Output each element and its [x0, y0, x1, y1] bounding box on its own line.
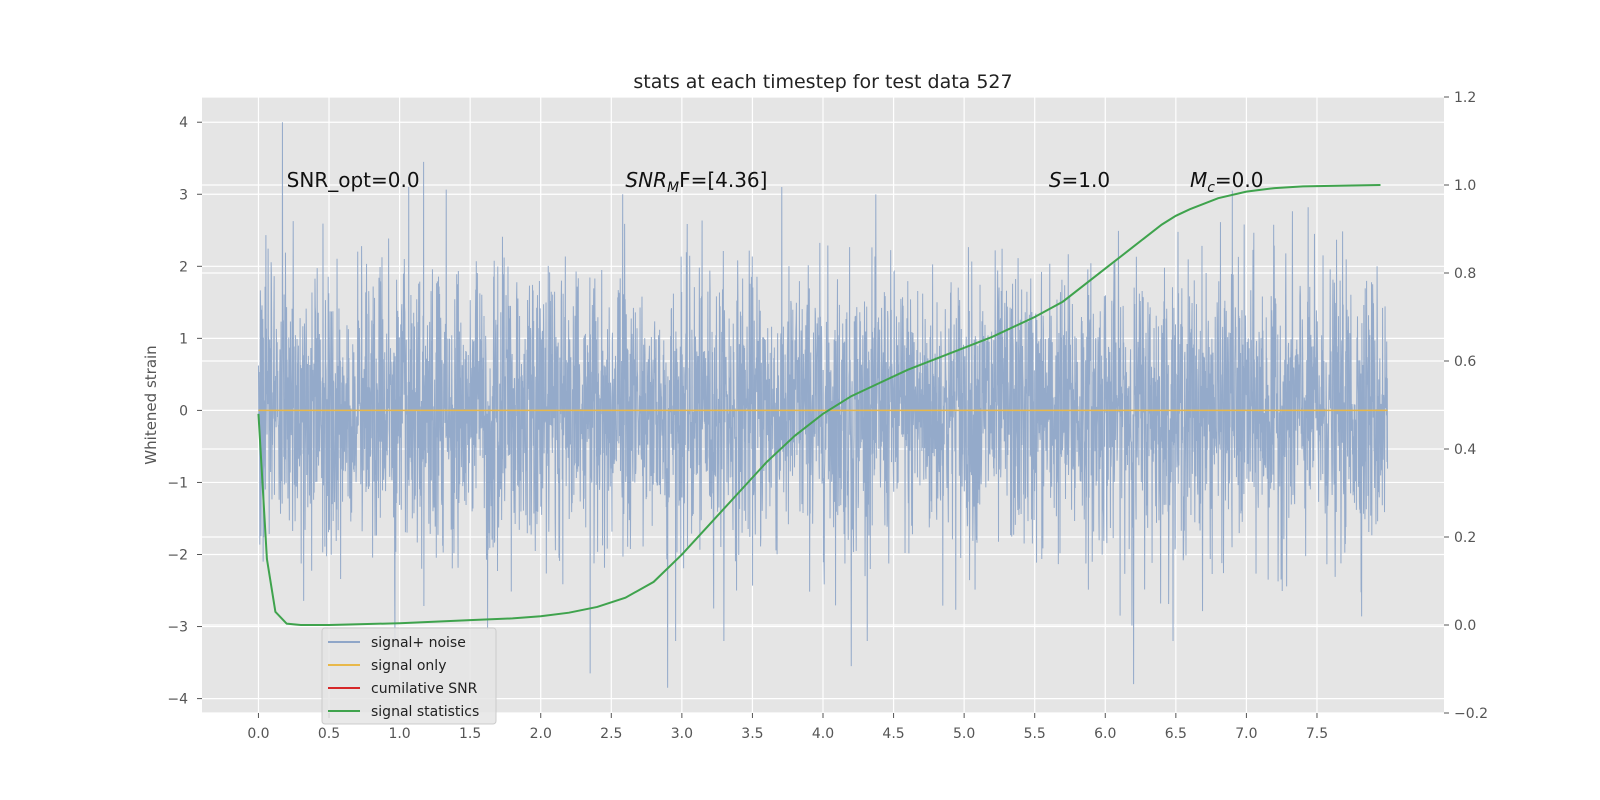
annotation-rest: =0.0 — [1215, 168, 1264, 192]
annotation-text: Mc=0.0 — [1190, 168, 1264, 196]
legend-entry: signal statistics — [371, 704, 479, 720]
right-axis-ticks: −0.2 0.0 0.2 0.4 0.6 0.8 1.0 1.2 — [1444, 90, 1488, 722]
legend-box — [321, 627, 497, 725]
chart-title: stats at each timestep for test data 527 — [633, 71, 1012, 93]
y-axis-label: Whitened strain — [142, 345, 160, 464]
series-signal-plus-noise — [257, 122, 1389, 688]
right-tick-label: 0.8 — [1454, 266, 1476, 282]
x-tick-label: 0.0 — [247, 726, 269, 742]
x-tick-label: 6.5 — [1165, 726, 1187, 742]
annotation-main: S — [1049, 168, 1062, 192]
left-tick-label: −3 — [167, 620, 188, 636]
series-signal-statistics — [257, 184, 1381, 626]
left-tick-label: 1 — [179, 331, 188, 347]
x-tick-label: 7.0 — [1235, 726, 1257, 742]
left-tick-label: −2 — [167, 547, 188, 563]
annotation-text: SNR_opt=0.0 — [287, 168, 420, 192]
annotation-main: M — [1190, 168, 1207, 192]
x-tick-label: 3.0 — [671, 726, 693, 742]
x-axis-ticks: 0.0 0.5 1.0 1.5 2.0 2.5 3.0 3.5 4.0 4.5 5.0 5.5 6.0 6… — [247, 713, 1328, 742]
annotation-main: SNR — [625, 168, 667, 192]
x-tick-label: 5.5 — [1024, 726, 1046, 742]
annotation-subscript: c — [1207, 180, 1215, 196]
annotation-rest: F=[4.36] — [679, 168, 767, 192]
left-axis-ticks: −4 −3 −2 −1 0 1 2 3 4 — [167, 115, 202, 708]
x-tick-label: 4.5 — [882, 726, 904, 742]
right-tick-label: 0.0 — [1454, 618, 1476, 634]
legend-entry: signal only — [371, 658, 446, 674]
annotation-text: SNRMF=[4.36] — [625, 168, 767, 196]
x-tick-label: 1.5 — [459, 726, 481, 742]
right-tick-label: 1.0 — [1454, 178, 1476, 194]
x-tick-label: 1.0 — [388, 726, 410, 742]
legend: signal+ noise signal only cumilative SNR si… — [321, 627, 497, 725]
x-tick-label: 0.5 — [318, 726, 340, 742]
x-tick-label: 2.5 — [600, 726, 622, 742]
annotations: SNR_opt=0.0 SNRMF=[4.36] S=1.0 Mc=0.0 — [287, 168, 1264, 196]
x-tick-label: 2.0 — [530, 726, 552, 742]
x-tick-label: 5.0 — [953, 726, 975, 742]
left-tick-label: 3 — [179, 187, 188, 203]
annotation-rest: =1.0 — [1062, 168, 1111, 192]
x-tick-label: 6.0 — [1094, 726, 1116, 742]
signal-statistics-line — [257, 184, 1381, 626]
x-tick-label: 7.5 — [1306, 726, 1328, 742]
annotation-subscript: M — [667, 180, 679, 196]
left-tick-label: 0 — [179, 403, 188, 419]
left-tick-label: 2 — [179, 259, 188, 275]
right-tick-label: −0.2 — [1454, 706, 1488, 722]
right-tick-label: 0.6 — [1454, 354, 1476, 370]
x-tick-label: 4.0 — [812, 726, 834, 742]
right-tick-label: 0.4 — [1454, 442, 1476, 458]
annotation-text: S=1.0 — [1049, 168, 1110, 192]
legend-entry: signal+ noise — [371, 635, 466, 651]
signal-plus-noise-line — [257, 122, 1389, 688]
right-tick-label: 1.2 — [1454, 90, 1476, 106]
legend-entry: cumilative SNR — [371, 681, 478, 697]
left-tick-label: −4 — [167, 692, 188, 708]
x-tick-label: 3.5 — [741, 726, 763, 742]
left-tick-label: 4 — [179, 115, 188, 131]
left-tick-label: −1 — [167, 475, 188, 491]
right-tick-label: 0.2 — [1454, 530, 1476, 546]
